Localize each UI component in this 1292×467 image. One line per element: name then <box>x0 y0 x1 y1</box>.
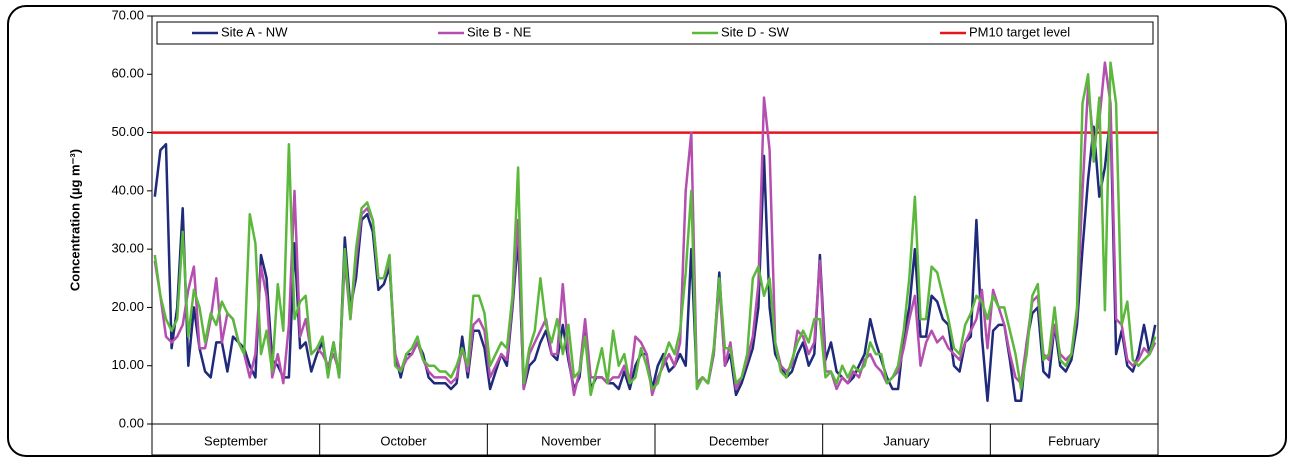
frame <box>7 5 1287 457</box>
y-tick-label: 70.00 <box>111 7 144 22</box>
legend-label: Site B - NE <box>467 24 532 39</box>
y-tick-label: 50.00 <box>111 124 144 139</box>
plot-area <box>151 15 1159 425</box>
y-axis-label: Concentration (µg m⁻³) <box>67 149 82 291</box>
x-tick-label: February <box>1048 433 1101 448</box>
series-line <box>153 61 1157 397</box>
legend-label: Site A - NW <box>221 24 288 39</box>
legend-label: Site D - SW <box>721 24 790 39</box>
y-tick-label: 30.00 <box>111 241 144 256</box>
y-tick-label: 20.00 <box>111 299 144 314</box>
y-tick-label: 0.00 <box>119 415 144 430</box>
x-tick-label: September <box>204 433 268 448</box>
y-tick-label: 10.00 <box>111 357 144 372</box>
y-tick-label: 60.00 <box>111 66 144 81</box>
x-tick-label: December <box>709 433 770 448</box>
x-tick-label: November <box>541 433 602 448</box>
x-tick-label: October <box>380 433 427 448</box>
y-tick-label: 40.00 <box>111 182 144 197</box>
x-tick-label: January <box>883 433 930 448</box>
legend <box>156 21 1154 45</box>
legend-label: PM10 target level <box>969 24 1070 39</box>
series-line <box>153 113 1157 402</box>
